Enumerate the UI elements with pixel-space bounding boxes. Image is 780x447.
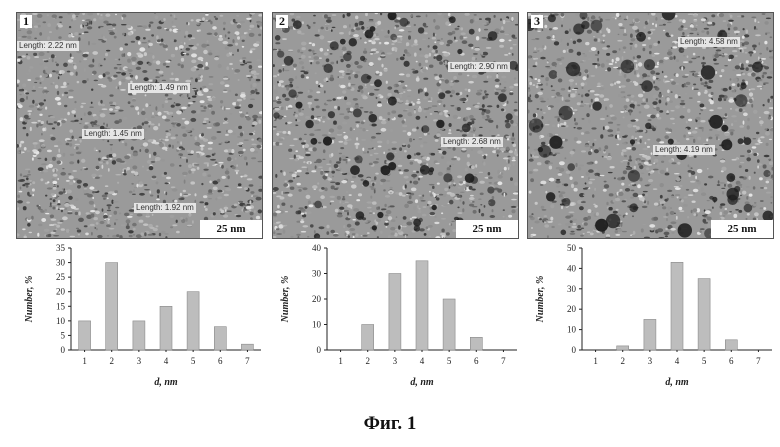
y-tick-label: 0: [317, 345, 322, 355]
x-tick-label: 1: [593, 356, 598, 366]
y-tick-label: 30: [567, 284, 577, 294]
x-tick-label: 7: [501, 356, 506, 366]
length-measurement: Length: 1.45 nm: [82, 129, 144, 139]
histogram-chart: 0 10 20 30 40 50 1 2 3 4 5 6 7 d, nm Number, %: [527, 240, 772, 400]
x-axis-label: d, nm: [665, 377, 689, 388]
histogram-chart: 0 5 10 15 20 25 30 35 1 2 3 4 5 6 7 d, nm Number, %: [16, 240, 261, 400]
histogram-1: 0 5 10 15 20 25 30 35 1 2 3 4 5 6 7 d, nm Number, %: [16, 240, 261, 400]
y-axis-label: Number, %: [535, 276, 546, 324]
x-tick-label: 3: [393, 356, 398, 366]
x-tick-label: 5: [702, 356, 707, 366]
x-tick-label: 7: [245, 356, 250, 366]
histogram-3: 0 10 20 30 40 50 1 2 3 4 5 6 7 d, nm Number, %: [527, 240, 772, 400]
histogram-bar: [362, 325, 374, 351]
y-tick-label: 50: [567, 243, 577, 253]
histogram-bar: [617, 346, 629, 350]
x-tick-label: 1: [338, 356, 343, 366]
micrograph-texture: [273, 13, 518, 238]
y-tick-label: 10: [567, 325, 577, 335]
x-tick-label: 5: [191, 356, 196, 366]
histogram-bar: [671, 262, 683, 350]
histogram-bar: [241, 344, 253, 350]
x-tick-label: 6: [729, 356, 734, 366]
histogram-bar: [470, 337, 482, 350]
panel-label: 1: [20, 15, 32, 28]
y-tick-label: 10: [56, 316, 66, 326]
y-tick-label: 15: [56, 301, 66, 311]
y-tick-label: 35: [56, 243, 66, 253]
micrograph-panel-1: 1 Length: 2.22 nm Length: 1.49 nm Length…: [16, 12, 263, 239]
y-tick-label: 20: [56, 287, 66, 297]
y-tick-label: 40: [567, 263, 577, 273]
y-axis-label: Number, %: [280, 276, 291, 324]
histogram-bar: [725, 340, 737, 350]
length-measurement: Length: 1.49 nm: [128, 83, 190, 93]
length-measurement: Length: 1.92 nm: [134, 203, 196, 213]
histogram-bar: [416, 261, 428, 350]
y-tick-label: 20: [312, 294, 322, 304]
scale-bar-label: 25 nm: [711, 220, 773, 238]
panel-label: 3: [531, 15, 543, 28]
scale-bar-label: 25 nm: [200, 220, 262, 238]
panel-label: 2: [276, 15, 288, 28]
x-tick-label: 2: [109, 356, 114, 366]
y-tick-label: 25: [56, 272, 66, 282]
x-tick-label: 4: [675, 356, 680, 366]
x-tick-label: 3: [137, 356, 142, 366]
x-axis-label: d, nm: [410, 377, 434, 388]
histogram-bar: [160, 306, 172, 350]
y-tick-label: 30: [312, 269, 322, 279]
y-tick-label: 5: [61, 330, 66, 340]
micrograph-panel-3: 3 Length: 4.58 nm Length: 4.19 nm 25 nm: [527, 12, 774, 239]
x-axis-label: d, nm: [154, 377, 178, 388]
scale-bar-label: 25 nm: [456, 220, 518, 238]
y-tick-label: 20: [567, 304, 577, 314]
y-tick-label: 0: [61, 345, 66, 355]
x-tick-label: 6: [474, 356, 479, 366]
x-tick-label: 4: [420, 356, 425, 366]
histogram-bar: [79, 321, 91, 350]
x-tick-label: 1: [82, 356, 87, 366]
histogram-bar: [214, 327, 226, 350]
histogram-bar: [133, 321, 145, 350]
length-measurement: Length: 4.19 nm: [653, 145, 715, 155]
y-tick-label: 0: [572, 345, 577, 355]
micrograph-panel-2: 2 Length: 2.90 nm Length: 2.68 nm 25 nm: [272, 12, 519, 239]
histogram-bar: [698, 279, 710, 350]
x-tick-label: 3: [648, 356, 653, 366]
length-measurement: Length: 2.90 nm: [448, 62, 510, 72]
y-tick-label: 40: [312, 243, 322, 253]
histogram-bar: [187, 292, 199, 350]
histogram-2: 0 10 20 30 40 1 2 3 4 5 6 7 d, nm Number, %: [272, 240, 517, 400]
x-tick-label: 2: [620, 356, 625, 366]
x-tick-label: 2: [365, 356, 370, 366]
histogram-bar: [644, 319, 656, 350]
histogram-bar: [389, 274, 401, 351]
x-tick-label: 4: [164, 356, 169, 366]
x-tick-label: 5: [447, 356, 452, 366]
histogram-bar: [106, 263, 118, 350]
y-axis-label: Number, %: [24, 276, 35, 324]
x-tick-label: 7: [756, 356, 761, 366]
histogram-chart: 0 10 20 30 40 1 2 3 4 5 6 7 d, nm Number, %: [272, 240, 517, 400]
y-tick-label: 10: [312, 320, 322, 330]
figure-caption: Фиг. 1: [0, 413, 780, 435]
length-measurement: Length: 4.58 nm: [678, 37, 740, 47]
histogram-bar: [443, 299, 455, 350]
x-tick-label: 6: [218, 356, 223, 366]
y-tick-label: 30: [56, 258, 66, 268]
length-measurement: Length: 2.22 nm: [17, 41, 79, 51]
length-measurement: Length: 2.68 nm: [441, 137, 503, 147]
